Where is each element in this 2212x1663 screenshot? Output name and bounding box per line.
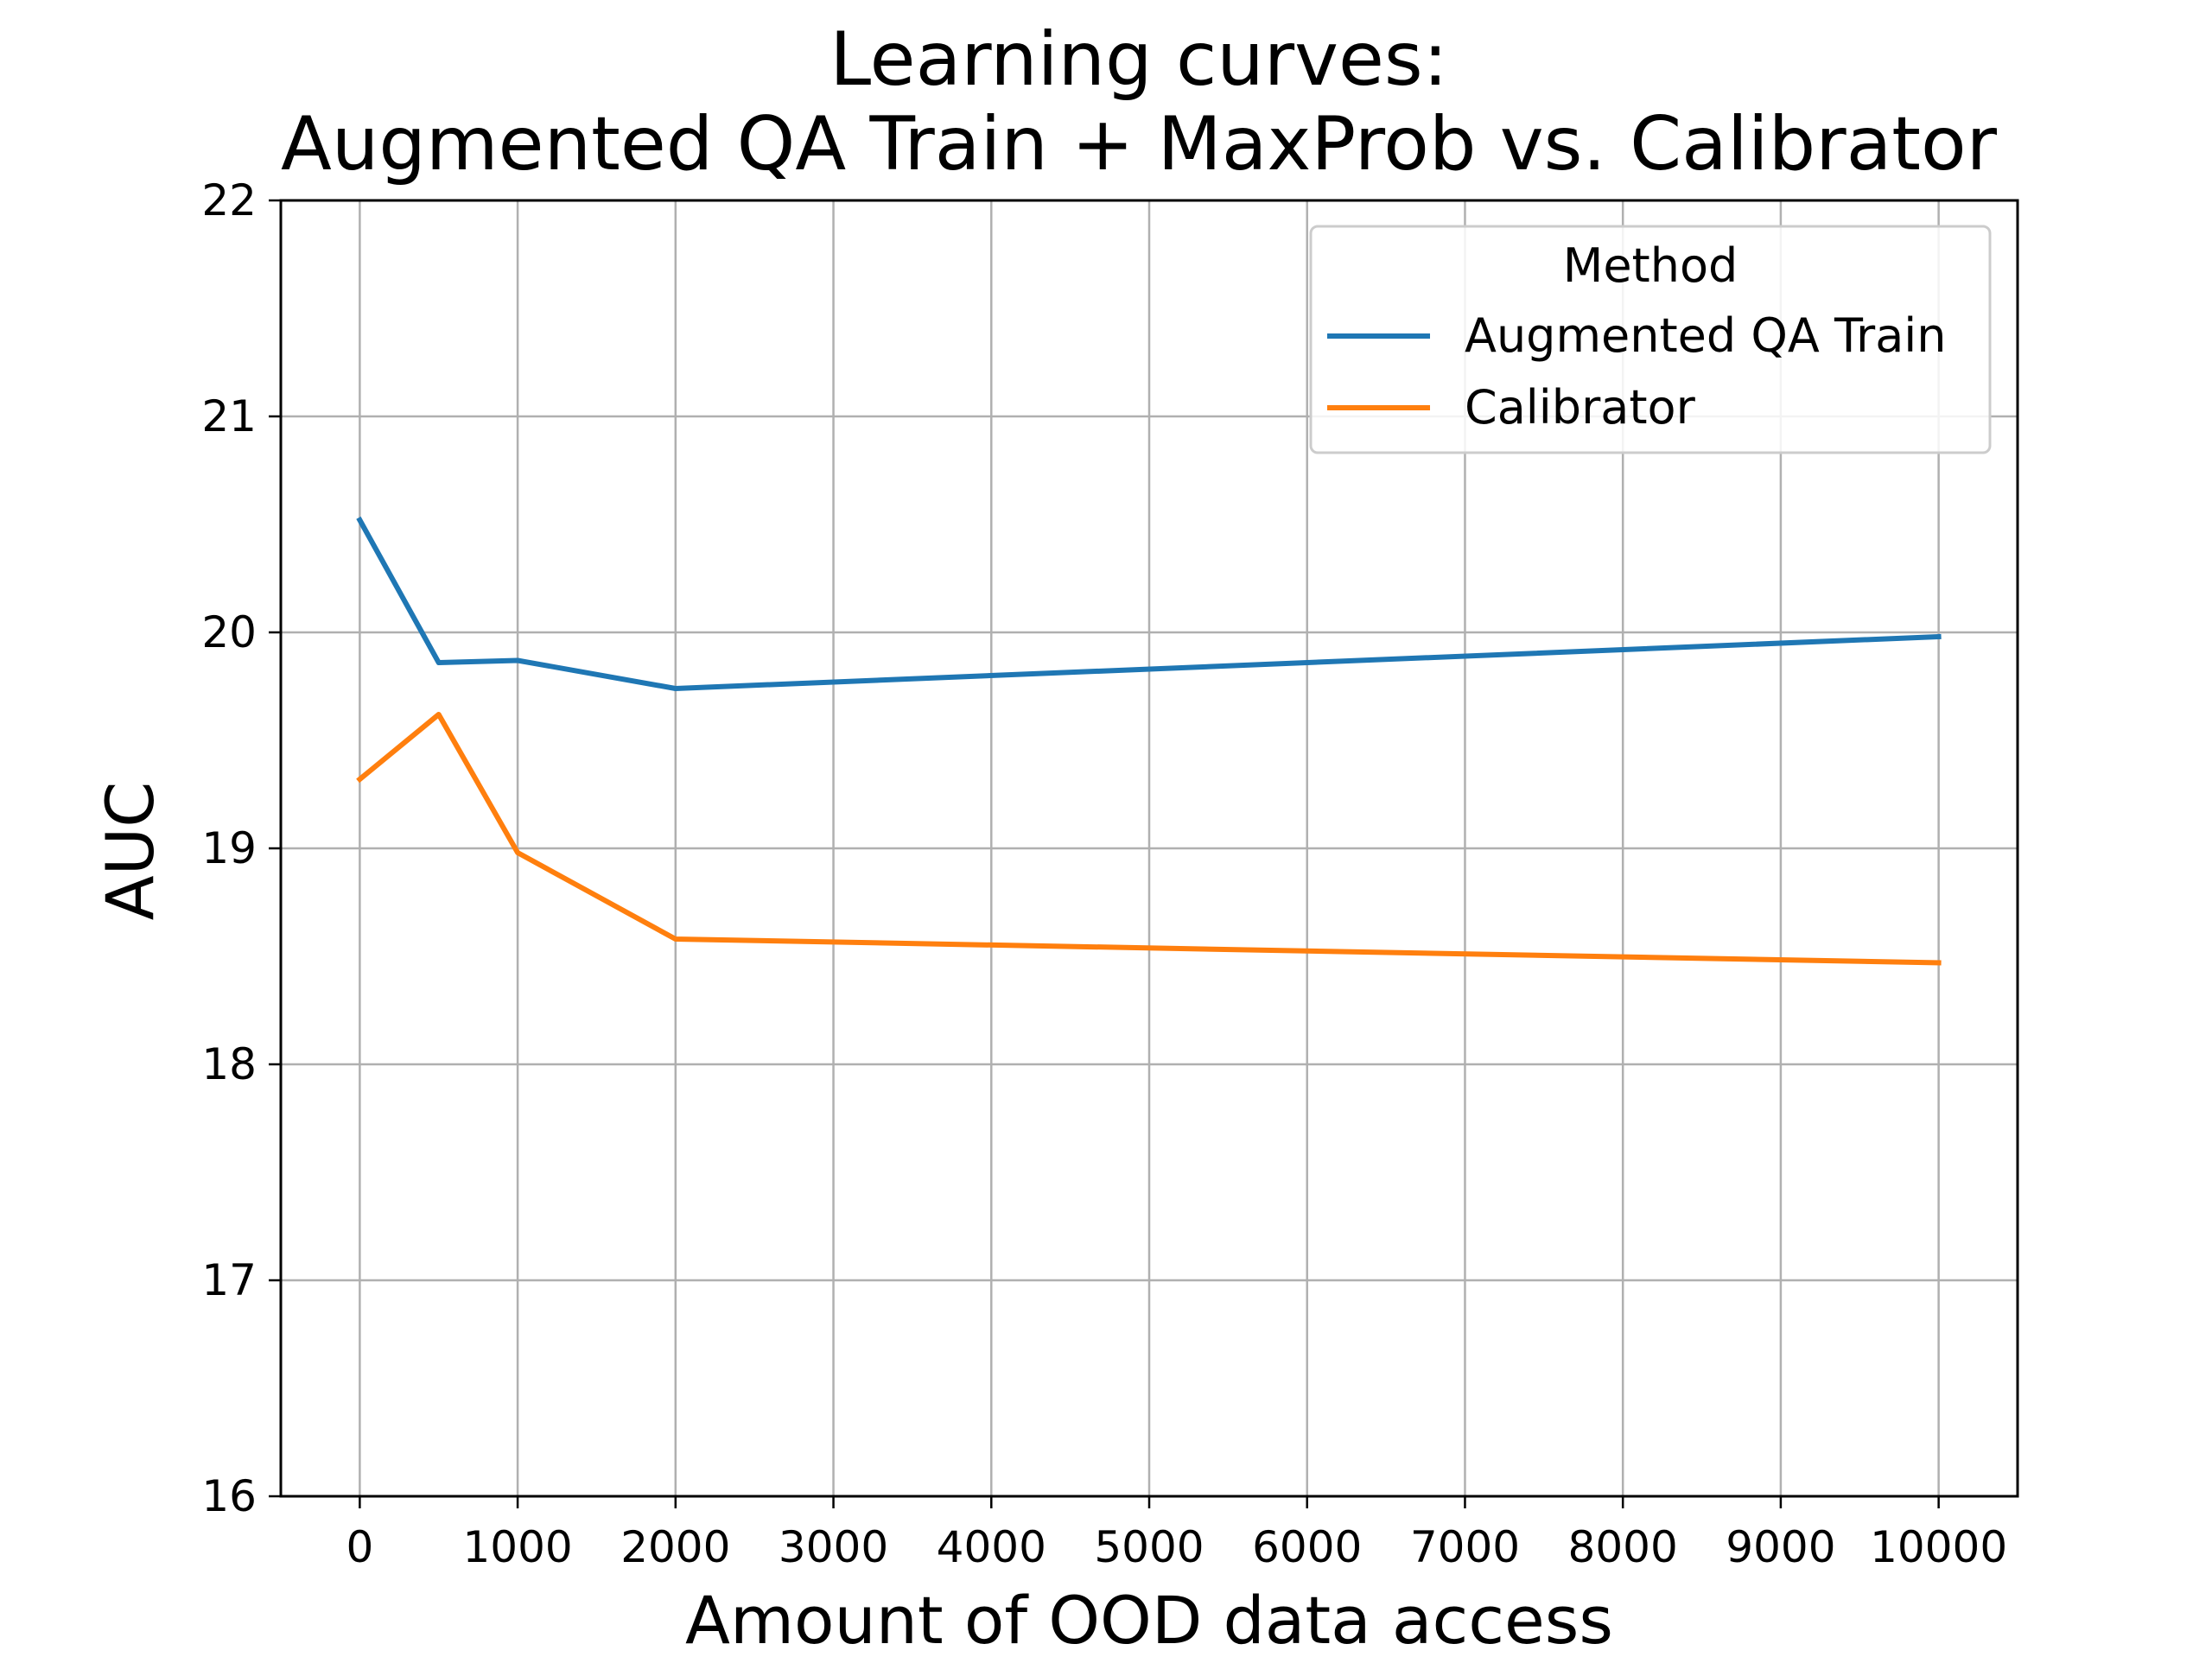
legend-title: Method — [1563, 238, 1738, 293]
legend-label-augmented-qa-train: Augmented QA Train — [1465, 308, 1947, 363]
x-tick-label: 8000 — [1568, 1522, 1678, 1572]
y-tick-label: 21 — [201, 391, 257, 441]
legend: Method Augmented QA Train Calibrator — [1311, 226, 1990, 453]
x-tick-label: 4000 — [937, 1522, 1046, 1572]
x-tick-label: 6000 — [1252, 1522, 1362, 1572]
y-tick-label: 22 — [201, 175, 257, 225]
y-tick-label: 18 — [201, 1039, 257, 1089]
x-axis-label: Amount of OOD data access — [685, 1582, 1613, 1659]
x-tick-label: 5000 — [1094, 1522, 1204, 1572]
x-tick-label: 3000 — [779, 1522, 888, 1572]
y-axis-label: AUC — [92, 782, 168, 921]
chart-title-line-1: Learning curves: — [830, 16, 1447, 103]
legend-label-calibrator: Calibrator — [1465, 380, 1696, 435]
y-tick-label: 20 — [201, 607, 257, 657]
x-tick-label: 0 — [346, 1522, 373, 1572]
x-tick-label: 1000 — [462, 1522, 572, 1572]
chart-title-line-2: Augmented QA Train + MaxProb vs. Calibra… — [281, 101, 1998, 187]
x-tick-label: 10000 — [1870, 1522, 2007, 1572]
x-tick-label: 2000 — [620, 1522, 730, 1572]
y-tick-label: 19 — [201, 823, 257, 873]
y-tick-label: 16 — [201, 1471, 257, 1521]
x-tick-label: 9000 — [1726, 1522, 1835, 1572]
y-tick-label: 17 — [201, 1255, 257, 1305]
x-tick-label: 7000 — [1410, 1522, 1520, 1572]
